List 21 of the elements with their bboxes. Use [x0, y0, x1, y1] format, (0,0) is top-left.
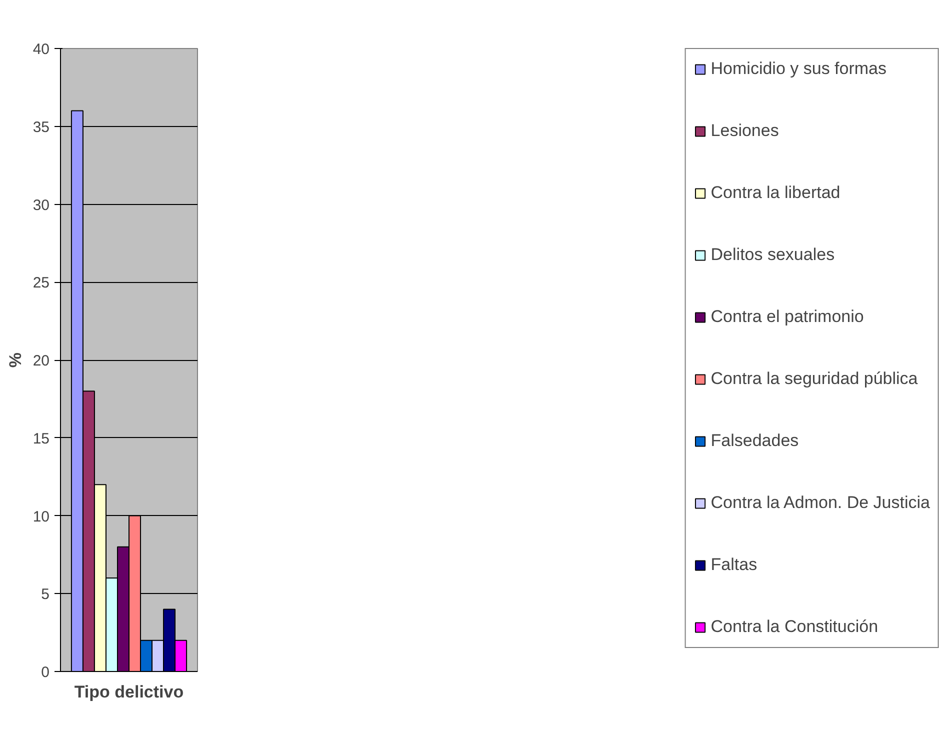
y-tick-label: 10	[32, 508, 50, 526]
y-tick-label: 0	[41, 664, 50, 681]
legend-label: Contra la Admon. De Justicia	[710, 492, 930, 514]
legend-label: Delitos sexuales	[710, 244, 835, 266]
y-tick-label: 40	[32, 41, 50, 58]
y-tick-label: 20	[32, 352, 50, 370]
legend-label: Homicidio y sus formas	[710, 58, 886, 80]
y-tick-label: 15	[32, 430, 50, 448]
y-tick-label: 25	[32, 274, 50, 292]
y-tick-label: 5	[41, 586, 50, 604]
legend-label: Falsedades	[710, 430, 799, 452]
legend-label: Contra la libertad	[710, 182, 840, 204]
y-axis-title: %	[6, 352, 25, 368]
legend-label: Contra el patrimonio	[710, 306, 864, 328]
legend-label: Faltas	[710, 554, 758, 576]
legend-label: Contra la seguridad pública	[710, 368, 918, 390]
y-tick-label: 35	[32, 118, 50, 136]
legend-label: Lesiones	[710, 120, 779, 142]
legend-label: Contra la Constitución	[710, 616, 878, 638]
y-tick-label: 30	[32, 196, 50, 214]
x-axis-title: Tipo delictivo	[74, 682, 184, 702]
